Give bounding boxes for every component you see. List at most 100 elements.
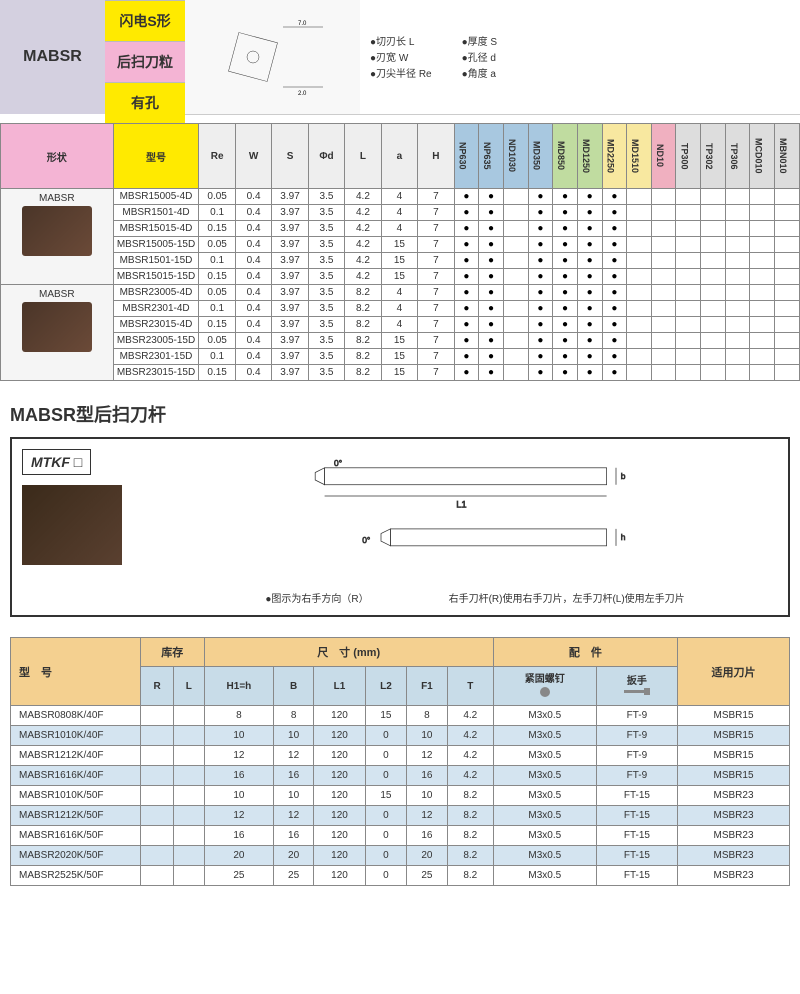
stock-l [174, 806, 205, 826]
insert-row: MBSR23015-4D0.150.43.973.58.247●●●●●● [1, 317, 800, 333]
grade-cell [503, 205, 528, 221]
grade-cell: ● [577, 301, 602, 317]
svg-text:7.0: 7.0 [298, 21, 307, 27]
grade-cell [701, 269, 726, 285]
shape-cell: MABSR [1, 285, 114, 381]
grade-cell [775, 189, 800, 205]
grade-cell: ● [454, 365, 479, 381]
grade-cell [676, 285, 701, 301]
dim-h: 10 [204, 786, 274, 806]
dim-cell: 4.2 [345, 237, 381, 253]
insert-match: MSBR15 [678, 766, 790, 786]
dim-l1: 120 [314, 806, 366, 826]
dim-cell: 4 [381, 317, 417, 333]
section-title: MABSR型后扫刀杆 [10, 401, 800, 427]
dim-l2: 0 [365, 726, 406, 746]
insert-match: MSBR15 [678, 726, 790, 746]
grade-cell [651, 333, 676, 349]
grade-cell: ● [479, 189, 504, 205]
grade-cell [775, 237, 800, 253]
grade-cell [725, 301, 750, 317]
grade-cell [503, 269, 528, 285]
holder-row: MABSR1616K/50F 1616 1200 168.2 M3x0.5FT-… [11, 826, 790, 846]
dim-cell: 0.4 [235, 317, 271, 333]
dim-cell: 0.1 [199, 349, 235, 365]
th-H: H [418, 124, 454, 189]
holder-row: MABSR1212K/50F 1212 1200 128.2 M3x0.5FT-… [11, 806, 790, 826]
dim-h: 10 [204, 726, 274, 746]
grade-cell: ● [454, 301, 479, 317]
grade-cell [775, 365, 800, 381]
th-H1=h: H1=h [204, 667, 274, 706]
wrench: FT-15 [596, 826, 677, 846]
stock-r [141, 766, 174, 786]
grade-cell: ● [577, 237, 602, 253]
svg-text:0°: 0° [362, 535, 370, 545]
insert-row: MBSR2301-15D0.10.43.973.58.2157●●●●●● [1, 349, 800, 365]
dim-cell: 7 [418, 349, 454, 365]
th-L: L [345, 124, 381, 189]
th-grade-MD2250: MD2250 [602, 124, 627, 189]
grade-cell: ● [577, 253, 602, 269]
screw: M3x0.5 [493, 786, 596, 806]
grade-cell: ● [528, 205, 553, 221]
grade-cell [676, 349, 701, 365]
dim-cell: 0.4 [235, 301, 271, 317]
grade-cell: ● [577, 365, 602, 381]
grade-cell [775, 285, 800, 301]
dim-l2: 15 [365, 786, 406, 806]
grade-cell [503, 221, 528, 237]
dim-cell: 0.4 [235, 349, 271, 365]
dim-cell: 0.15 [199, 269, 235, 285]
grade-cell: ● [602, 333, 627, 349]
dim-cell: 0.4 [235, 365, 271, 381]
dim-l1: 120 [314, 706, 366, 726]
th-W: W [235, 124, 271, 189]
th-grade-MD1250: MD1250 [577, 124, 602, 189]
dim-l2: 0 [365, 806, 406, 826]
wrench: FT-9 [596, 726, 677, 746]
dim-h: 20 [204, 846, 274, 866]
wrench: FT-15 [596, 866, 677, 886]
wrench: FT-15 [596, 806, 677, 826]
dim-cell: 7 [418, 365, 454, 381]
holder-photo [22, 485, 122, 565]
dim-t: 8.2 [447, 866, 493, 886]
dim-l1: 120 [314, 826, 366, 846]
dim-cell: 3.97 [272, 333, 308, 349]
dim-cell: 3.5 [308, 221, 344, 237]
grade-cell [725, 317, 750, 333]
th-S: S [272, 124, 308, 189]
th-F1: F1 [406, 667, 447, 706]
grade-cell [725, 269, 750, 285]
grade-cell [651, 365, 676, 381]
dim-cell: 8.2 [345, 365, 381, 381]
dim-cell: 8.2 [345, 317, 381, 333]
grade-cell [651, 253, 676, 269]
technical-drawing: 0° L1 0° b h ●图示为右手方向（R） 右手刀杆(R)使用右手刀片，左… [172, 449, 778, 605]
dim-cell: 7 [418, 189, 454, 205]
grade-cell [503, 365, 528, 381]
grade-cell [750, 365, 775, 381]
holder-row: MABSR1616K/40F 1616 1200 164.2 M3x0.5FT-… [11, 766, 790, 786]
dim-cell: 0.1 [199, 205, 235, 221]
screw: M3x0.5 [493, 806, 596, 826]
model-cell: MBSR2301-15D [113, 349, 199, 365]
stock-l [174, 726, 205, 746]
grade-cell [676, 365, 701, 381]
feature-badge-3: 有孔 [105, 82, 185, 123]
grade-cell: ● [602, 365, 627, 381]
grade-cell [651, 285, 676, 301]
dim-cell: 4 [381, 205, 417, 221]
model-cell: MBSR15015-15D [113, 269, 199, 285]
grade-cell [725, 189, 750, 205]
dim-b: 10 [274, 786, 314, 806]
dim-cell: 4 [381, 285, 417, 301]
grade-cell [676, 317, 701, 333]
dim-cell: 3.5 [308, 253, 344, 269]
grade-cell [775, 333, 800, 349]
dim-f: 25 [406, 866, 447, 886]
grade-cell [651, 189, 676, 205]
insert-table: 形状 型号ReWSΦdLaHNP630NP635ND1030MD350MD850… [0, 123, 800, 381]
model-cell: MBSR15005-15D [113, 237, 199, 253]
